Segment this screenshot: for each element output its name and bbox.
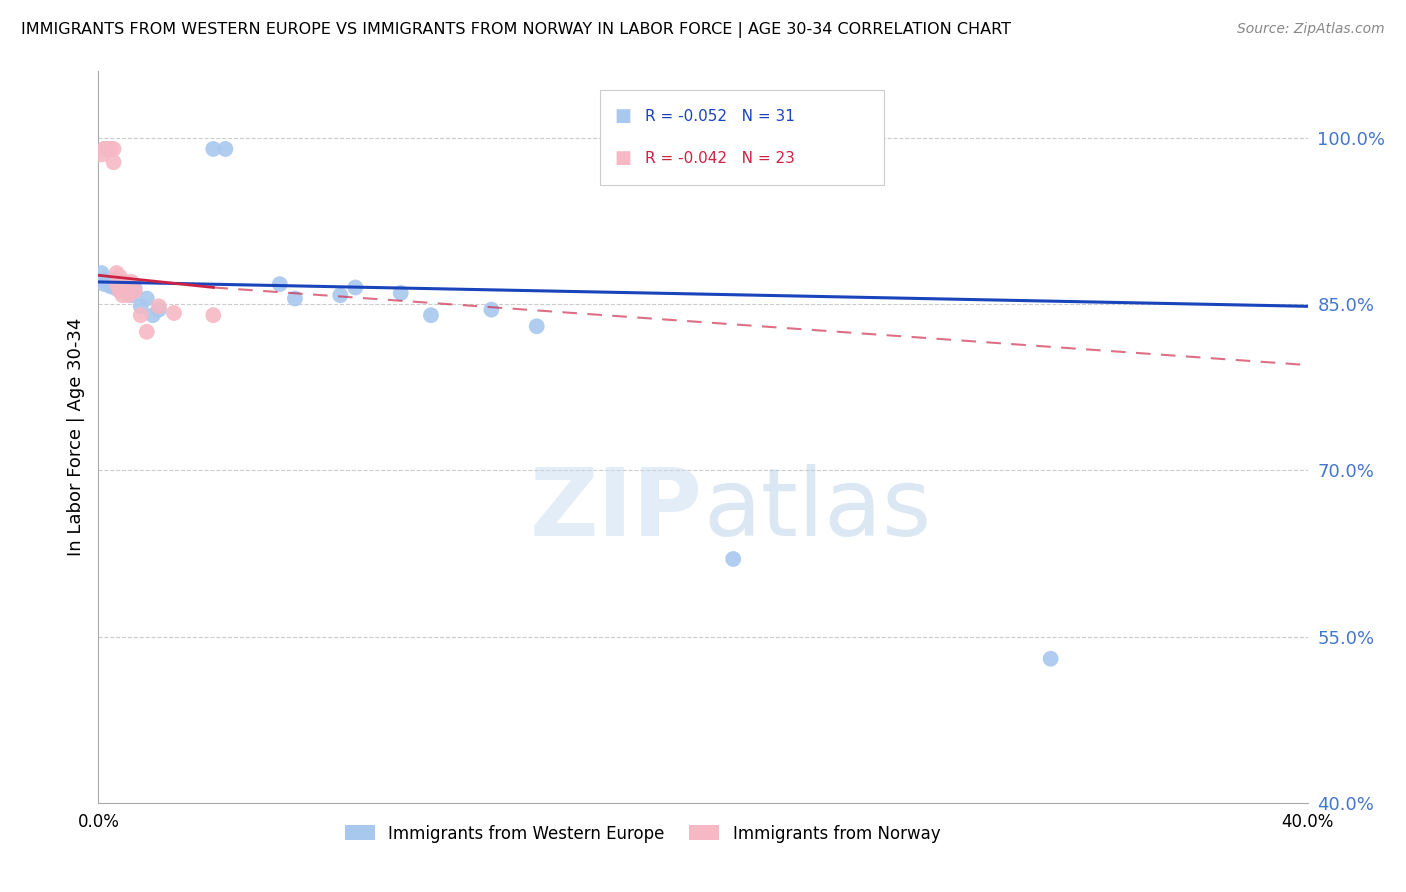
Legend: Immigrants from Western Europe, Immigrants from Norway: Immigrants from Western Europe, Immigran… [337, 818, 948, 849]
Text: ZIP: ZIP [530, 464, 703, 557]
Text: ■: ■ [614, 107, 631, 125]
Point [121, 275, 143, 289]
Point [93, 277, 115, 292]
Point [269, 277, 291, 292]
Point [148, 299, 170, 313]
Point [108, 269, 131, 284]
Point [105, 282, 128, 296]
Text: R = -0.052   N = 31: R = -0.052 N = 31 [645, 109, 794, 124]
Point [93, 142, 115, 156]
Text: Source: ZipAtlas.com: Source: ZipAtlas.com [1237, 22, 1385, 37]
Text: IMMIGRANTS FROM WESTERN EUROPE VS IMMIGRANTS FROM NORWAY IN LABOR FORCE | AGE 30: IMMIGRANTS FROM WESTERN EUROPE VS IMMIGR… [21, 22, 1011, 38]
Point [103, 273, 125, 287]
Point [96, 275, 118, 289]
Point [135, 292, 157, 306]
Point [105, 275, 128, 289]
Text: ■: ■ [614, 149, 631, 167]
Point [118, 288, 141, 302]
Point [90, 147, 112, 161]
Point [105, 277, 128, 292]
Y-axis label: In Labor Force | Age 30-34: In Labor Force | Age 30-34 [66, 318, 84, 557]
Point [526, 319, 548, 334]
Point [114, 284, 136, 298]
Point [121, 288, 143, 302]
Point [100, 279, 122, 293]
Point [214, 142, 236, 156]
Point [124, 284, 146, 298]
Point [90, 266, 112, 280]
Point [135, 325, 157, 339]
Point [142, 308, 165, 322]
Point [163, 306, 186, 320]
Point [103, 155, 125, 169]
Point [93, 273, 115, 287]
Point [389, 285, 412, 300]
Point [100, 142, 122, 156]
Point [129, 308, 152, 322]
Point [118, 280, 141, 294]
Text: R = -0.042   N = 23: R = -0.042 N = 23 [645, 151, 794, 166]
Point [202, 142, 225, 156]
FancyBboxPatch shape [600, 90, 884, 185]
Point [105, 266, 128, 280]
Text: atlas: atlas [703, 464, 931, 557]
Point [1039, 651, 1062, 665]
Point [284, 292, 307, 306]
Point [108, 284, 131, 298]
Point [93, 142, 115, 156]
Point [148, 302, 170, 317]
Point [103, 142, 125, 156]
Point [103, 279, 125, 293]
Point [111, 288, 134, 302]
Point [344, 280, 367, 294]
Point [100, 142, 122, 156]
Point [108, 277, 131, 292]
Point [111, 275, 134, 289]
Point [481, 302, 503, 317]
Point [114, 275, 136, 289]
Point [329, 288, 352, 302]
Point [202, 308, 225, 322]
Point [96, 142, 118, 156]
Point [96, 142, 118, 156]
Point [124, 282, 146, 296]
Point [420, 308, 443, 322]
Point [723, 552, 745, 566]
Point [129, 299, 152, 313]
